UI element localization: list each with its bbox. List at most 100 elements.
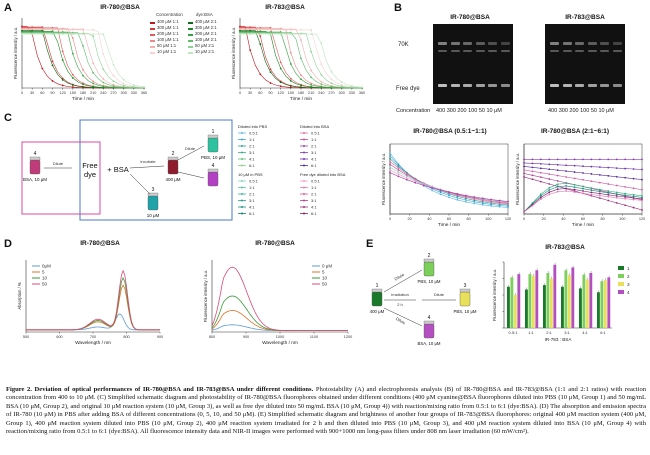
bar xyxy=(564,270,568,328)
legend-label: 50 μM 1:1 xyxy=(157,43,177,48)
irradiation-label: Irradiation xyxy=(391,292,409,297)
y-axis-label: Absorption / % xyxy=(17,282,22,310)
legend-label: 1 xyxy=(627,266,630,271)
x-tick-label: 40 xyxy=(561,217,565,221)
gel-band-free-dye-label: Free dye xyxy=(396,86,420,92)
x-tick-label: 30 xyxy=(248,91,252,95)
legend-label: 200 μM 1:1 xyxy=(157,31,179,36)
legend-swatch xyxy=(150,34,155,36)
x-tick-label: 0 xyxy=(239,91,241,95)
x-axis-label: IR-783 : BSA xyxy=(545,337,573,342)
gel-band xyxy=(575,50,584,52)
dilute-label: Dilute xyxy=(185,146,196,151)
legend-ratio: 1:1 xyxy=(311,137,317,142)
legend-ratio: 6:1 xyxy=(249,211,255,216)
x-tick-label: 500 xyxy=(23,335,29,339)
bar xyxy=(546,273,550,328)
x-tick-label: 0 xyxy=(523,217,525,221)
x-tick-label: 60 xyxy=(258,91,262,95)
bar xyxy=(600,281,604,328)
vial-2b xyxy=(207,171,219,187)
legend-ratio: 0.5:1 xyxy=(311,179,321,184)
group-box-blue xyxy=(79,119,233,221)
bar xyxy=(510,277,514,328)
legend-label: 0 μM xyxy=(322,264,332,269)
legend-marker xyxy=(241,193,243,195)
legend-label: 2 xyxy=(627,274,630,279)
vial-2-cap xyxy=(423,258,435,263)
x-tick-label: 0 xyxy=(21,91,23,95)
vial-2-number: 2 xyxy=(172,151,175,157)
legend-label: 4 xyxy=(627,290,630,295)
legend-title: Diluted into PBS xyxy=(238,124,267,129)
panel-a-right-plot: 0 30 60 90 120 150 180 210 240 270 300 330 360 Time /… xyxy=(231,18,365,100)
legend-marker xyxy=(303,164,305,167)
legend-marker xyxy=(241,180,243,182)
legend-marker xyxy=(303,212,305,215)
x-tick-label: 20 xyxy=(542,217,546,221)
series-line xyxy=(22,33,145,88)
gel-band xyxy=(562,50,572,52)
x-tick-label: 120 xyxy=(639,217,645,221)
bar xyxy=(603,280,607,328)
series-line xyxy=(389,155,509,207)
series-line xyxy=(22,30,144,89)
vial-1-cap xyxy=(207,134,219,139)
x-tick-label: 210 xyxy=(308,91,314,95)
vial-1-number: 1 xyxy=(376,283,379,289)
bar xyxy=(517,274,521,328)
legend-marker xyxy=(241,206,243,208)
legend-swatch xyxy=(188,28,193,30)
x-tick-label: 30 xyxy=(30,91,34,95)
gel-band xyxy=(587,42,597,45)
x-tick-label: 1100 xyxy=(310,335,318,339)
x-tick-label: 80 xyxy=(601,217,605,221)
gel-band xyxy=(575,84,584,87)
legend-ratio: 2:1 xyxy=(249,144,255,149)
legend-label: 10 xyxy=(42,276,48,281)
vial-4-cap xyxy=(29,156,41,161)
x-tick-label: 40 xyxy=(427,217,431,221)
vial-3-cap xyxy=(147,192,159,197)
legend-marker xyxy=(241,145,243,147)
x-tick-label: 1200 xyxy=(344,335,352,339)
arrow xyxy=(129,165,165,169)
data-point xyxy=(641,196,643,199)
gel-band xyxy=(475,42,485,45)
legend-ratio: 0.5:1 xyxy=(249,179,259,184)
panel-e-plot-title: IR-783@BSA xyxy=(545,244,585,251)
dilute-label-c: Dilute xyxy=(395,316,407,326)
vial-4-caption: BSA, 10 μM xyxy=(417,341,440,346)
legend-swatch xyxy=(188,52,193,54)
legend-ratio: 4:1 xyxy=(311,205,317,210)
legend-label: 10 xyxy=(322,276,328,281)
legend-marker xyxy=(241,132,243,134)
bar xyxy=(549,278,553,328)
legend-swatch xyxy=(618,266,624,270)
vial-1 xyxy=(371,291,383,307)
vial-1-cap xyxy=(371,288,383,293)
caption-body: Photostability (A) and electrophoresis a… xyxy=(6,386,646,436)
x-tick-label: 0 xyxy=(389,217,391,221)
x-tick-label: 80 xyxy=(467,217,471,221)
legend-swatch xyxy=(150,52,155,54)
panel-c-letter: C xyxy=(4,112,12,124)
vial-1-number: 1 xyxy=(212,129,215,135)
legend-swatch xyxy=(188,46,193,48)
panel-a-left-plot: 0 30 60 90 120 150 180 210 240 270 300 330 360 Time /… xyxy=(13,18,147,100)
gel-left-concentrations: 400 300 200 100 50 10 μM xyxy=(436,108,502,114)
data-point xyxy=(523,162,525,164)
gel-band xyxy=(562,42,572,45)
x-tick-label: 1000 xyxy=(276,335,284,339)
legend-ratio: 3:1 xyxy=(311,198,317,203)
legend-header-conc: Concentration xyxy=(156,12,183,17)
spectrum-line xyxy=(26,284,160,331)
bar xyxy=(571,267,575,328)
x-axis-label: Time / min xyxy=(290,96,313,100)
gel-band xyxy=(488,84,497,87)
vial-1 xyxy=(207,137,219,153)
x-tick-label: 800 xyxy=(123,335,129,339)
legend-marker xyxy=(303,132,305,134)
incubate-label: Incubate xyxy=(140,159,156,164)
data-point xyxy=(641,198,643,200)
